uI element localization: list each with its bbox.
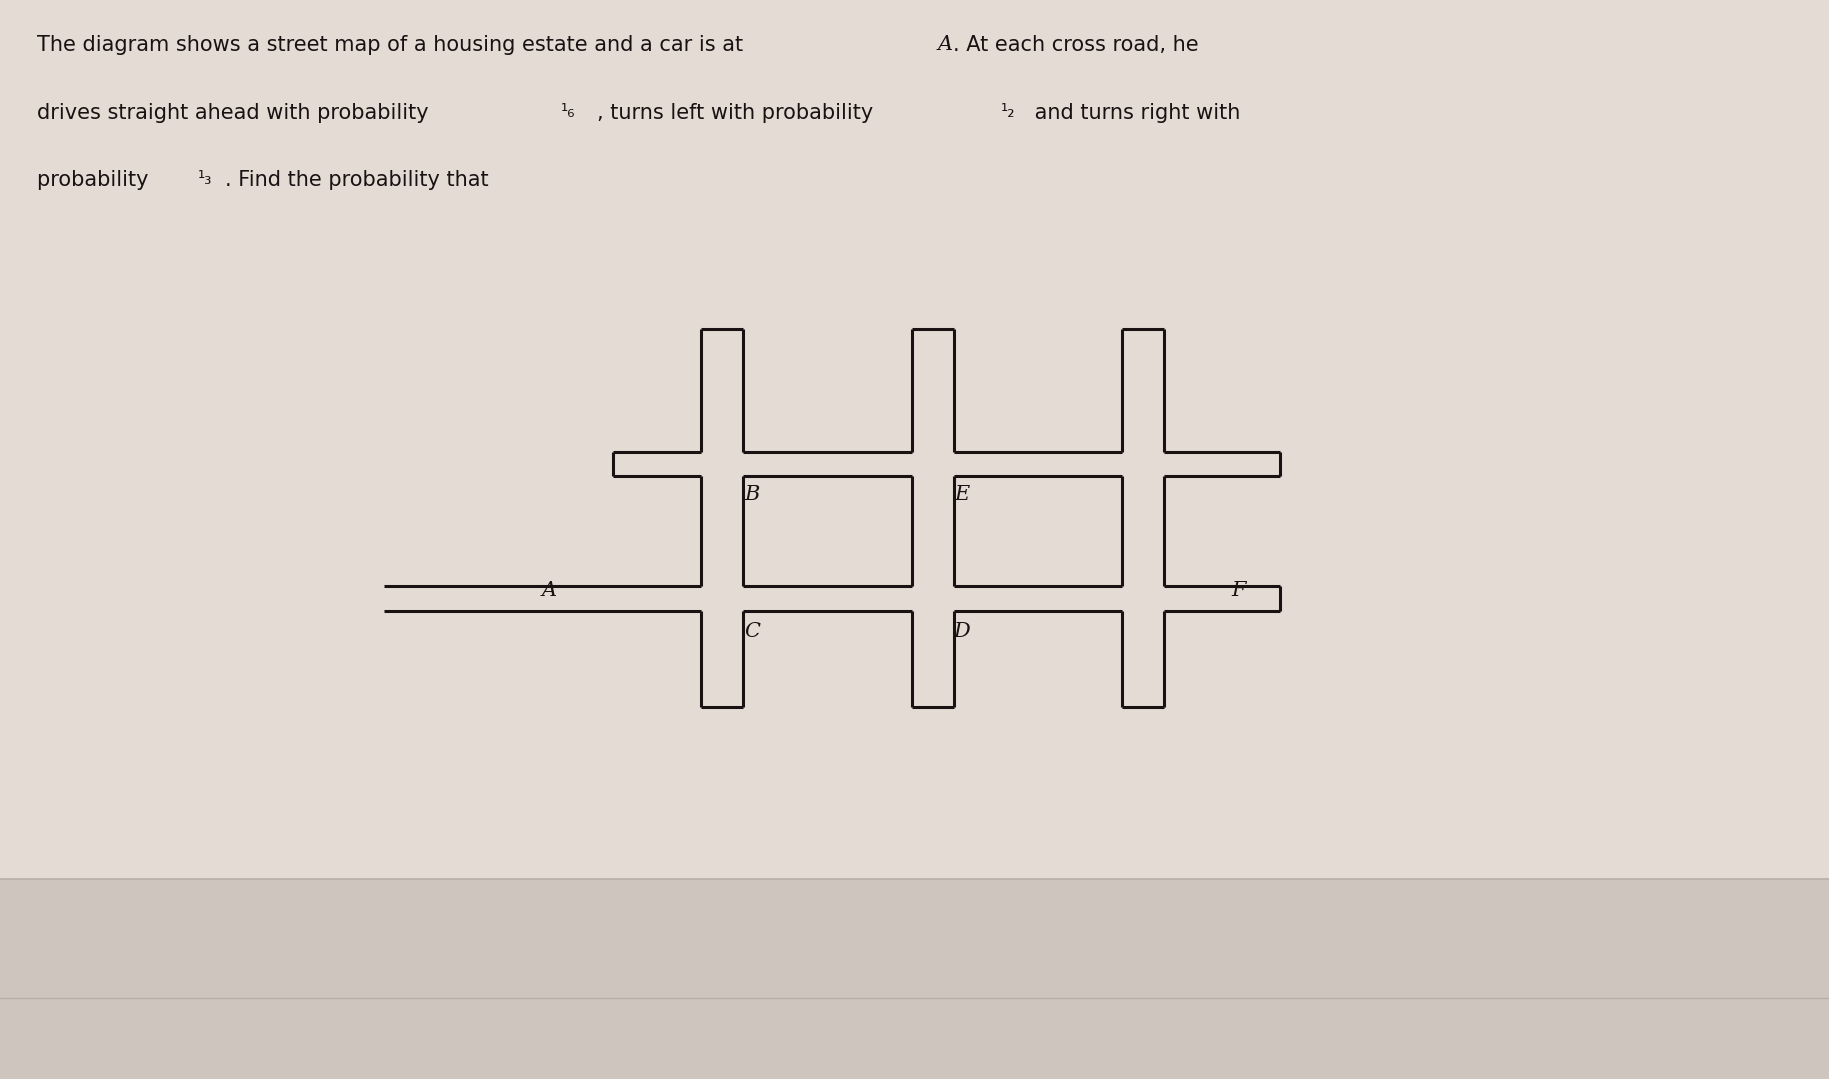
Text: The diagram shows a street map of a housing estate and a car is at: The diagram shows a street map of a hous… <box>37 35 750 55</box>
Text: A: A <box>936 35 953 54</box>
Text: probability: probability <box>37 170 155 191</box>
Text: he does not go to: he does not go to <box>37 1024 227 1043</box>
Text: View all question parts: View all question parts <box>37 914 269 931</box>
Text: drives straight ahead with probability: drives straight ahead with probability <box>37 103 435 123</box>
Text: .: . <box>294 1024 302 1043</box>
Text: ∨: ∨ <box>1769 913 1783 932</box>
Text: ¹₃: ¹₃ <box>198 170 212 189</box>
Text: . At each cross road, he: . At each cross road, he <box>953 35 1200 55</box>
Text: ¹₂: ¹₂ <box>1000 103 1015 121</box>
Text: . Find the probability that: . Find the probability that <box>225 170 488 191</box>
Text: D: D <box>953 622 971 641</box>
Text: B: B <box>744 484 759 504</box>
Text: , turns left with probability: , turns left with probability <box>598 103 880 123</box>
Text: and turns right with: and turns right with <box>1028 103 1240 123</box>
Text: C: C <box>744 622 759 641</box>
Bar <box>0 879 1829 1079</box>
Text: F: F <box>1231 581 1246 600</box>
Text: E: E <box>955 484 969 504</box>
Text: ¹₆: ¹₆ <box>562 103 576 121</box>
Text: A: A <box>541 581 556 600</box>
Text: F: F <box>278 1024 293 1043</box>
